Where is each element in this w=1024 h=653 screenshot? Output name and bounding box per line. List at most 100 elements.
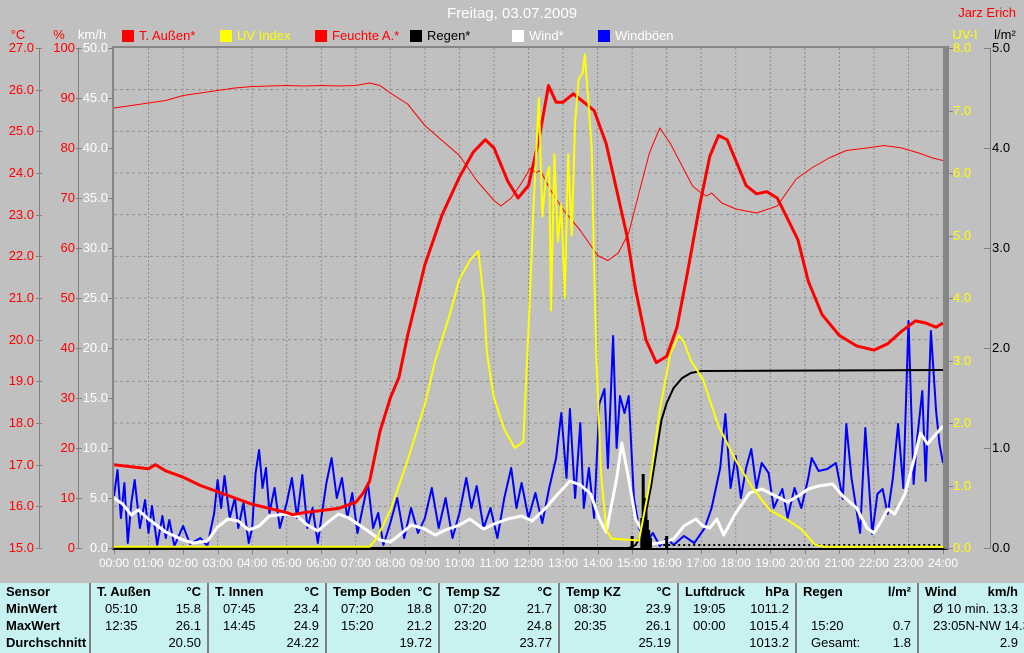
x-axis-tick-label: 00:00 [98,556,130,570]
table-column-t-innen: T. Innen °C 07:45 23.4 14:45 24.9 24.22 [207,583,325,653]
table-cell-value: 2.9 [999,635,1018,650]
table-column-temp-kz: Temp KZ °C 08:30 23.9 20:35 26.1 25.19 [558,583,677,653]
axis-tick-label-uv: 1.0 [953,477,972,493]
table-row: 24.22 [209,634,325,651]
table-cell-time: 15:20 [811,618,844,633]
table-column-header: Wind km/h [919,583,1024,600]
table-row-label-text: Sensor [6,584,51,599]
table-column-header: Temp SZ °C [440,583,558,600]
table-cell-time: 00:00 [693,618,726,633]
table-cell-value: 0.7 [892,618,911,633]
table-row-label-text: Durchschnitt [6,635,87,650]
table-cell-time: 20:35 [574,618,607,633]
table-cell-value: 23.77 [519,635,552,650]
table-row: 15:20 21.2 [327,617,438,634]
table-column-name: Temp Boden [333,584,411,599]
x-axis-tick-label: 18:00 [720,556,751,570]
table-column-name: T. Außen [97,584,151,599]
axis-tick-label-c: 19.0 [8,373,34,389]
table-column-unit: °C [656,584,671,599]
x-axis-tick [321,550,323,554]
series-regen_sum [114,369,943,548]
table-row: 07:20 21.7 [440,600,558,617]
table-cell-value: 23.9 [645,601,671,616]
table-column-t-au-en: T. Außen °C 05:10 15.8 12:35 26.1 20.50 [89,583,207,653]
axis-tick-c [36,339,42,341]
axis-tick-label-pct: 90 [60,90,75,105]
axis-tick-c [36,214,42,216]
table-row: Gesamt: 1.8 [797,634,917,651]
table-row: 15:20 0.7 [797,617,917,634]
axis-tick-c [36,89,42,91]
x-axis-tick [701,550,703,554]
x-axis-tick [632,550,634,554]
legend-item: Feuchte A.* [315,28,399,43]
y-axis-line-lm2 [990,48,991,549]
table-cell-time: 23:05 [933,618,966,633]
table-column-name: Temp SZ [446,584,500,599]
table-cell-value: 19.72 [399,635,432,650]
table-cell-time: 15:20 [341,618,374,633]
table-row: 23:20 24.8 [440,617,558,634]
table-row: 05:10 15.8 [91,600,207,617]
axis-tick-label-c: 25.0 [8,123,34,139]
table-cell-value: 24.9 [293,618,319,633]
axis-tick-kmh [108,448,114,449]
axis-tick-pct [76,48,82,49]
axis-tick-label-uv: 7.0 [953,102,972,118]
axis-unit-uv: UV-I [952,27,978,42]
table-cell-time: 19:05 [693,601,726,616]
table-cell-time [685,634,693,651]
legend-label: Regen* [427,28,471,43]
legend-swatch-icon [598,29,610,42]
axis-tick-label-c: 27.0 [8,40,34,55]
table-cell-time [446,634,454,651]
axis-tick-label-lm2: 1.0 [992,440,1011,455]
legend: T. Außen* UV Index Feuchte A.* Regen* Wind* W… [0,28,1024,44]
axis-tick-uv [947,298,953,299]
table-column-unit: °C [417,584,432,599]
axis-tick-label-pct: 100 [53,40,75,55]
table-cell-time: 12:35 [105,618,138,633]
table-row: 19:05 1011.2 [679,600,795,617]
axis-tick-label-pct: 30 [60,390,75,405]
series-windboeen [114,320,943,547]
table-row-label: Sensor [0,583,89,600]
table-cell-time: Ø 10 min. [933,601,990,616]
legend-swatch-icon [122,29,134,42]
x-axis-tick-label: 12:00 [513,556,544,570]
table-column-unit: °C [186,584,201,599]
table-row: 00:00 1015.4 [679,617,795,634]
x-axis-tick-label: 23:00 [893,556,924,570]
table-cell-time: 07:45 [223,601,256,616]
table-column-unit: °C [537,584,552,599]
table-cell-value: 21.7 [526,601,552,616]
table-row [797,600,917,617]
table-column-temp-sz: Temp SZ °C 07:20 21.7 23:20 24.8 23.77 [438,583,558,653]
table-row: 1013.2 [679,634,795,651]
table-column-wind: Wind km/h Ø 10 min. 13.3 23:05 N-NW 14.3 2.9 [917,583,1024,653]
x-axis-tick [597,550,599,554]
table-column-name: Temp KZ [566,584,621,599]
x-axis-tick-label: 19:00 [755,556,786,570]
table-column-header: Luftdruck hPa [679,583,795,600]
axis-tick-uv [947,173,953,174]
legend-swatch-icon [410,29,422,42]
axis-tick-label-c: 21.0 [8,290,34,305]
axis-tick-c [36,173,42,174]
x-axis-tick [735,550,737,554]
axis-tick-lm2 [984,348,990,349]
axis-tick-c [36,298,42,299]
axis-tick-pct [76,448,82,449]
axis-tick-label-uv: 6.0 [953,165,972,180]
table-column-header: Regen l/m² [797,583,917,600]
axis-tick-label-c: 24.0 [8,165,34,180]
axis-tick-label-kmh: 35.0 [82,190,108,205]
axis-unit-percent: % [53,27,65,42]
table-row: 19.72 [327,634,438,651]
table-column-luftdruck: Luftdruck hPa 19:05 1011.2 00:00 1015.4 1013.2 [677,583,795,653]
table-column-header: T. Innen °C [209,583,325,600]
axis-tick-kmh [108,548,114,549]
axis-tick-pct [76,148,82,149]
axis-tick-uv [947,423,953,424]
